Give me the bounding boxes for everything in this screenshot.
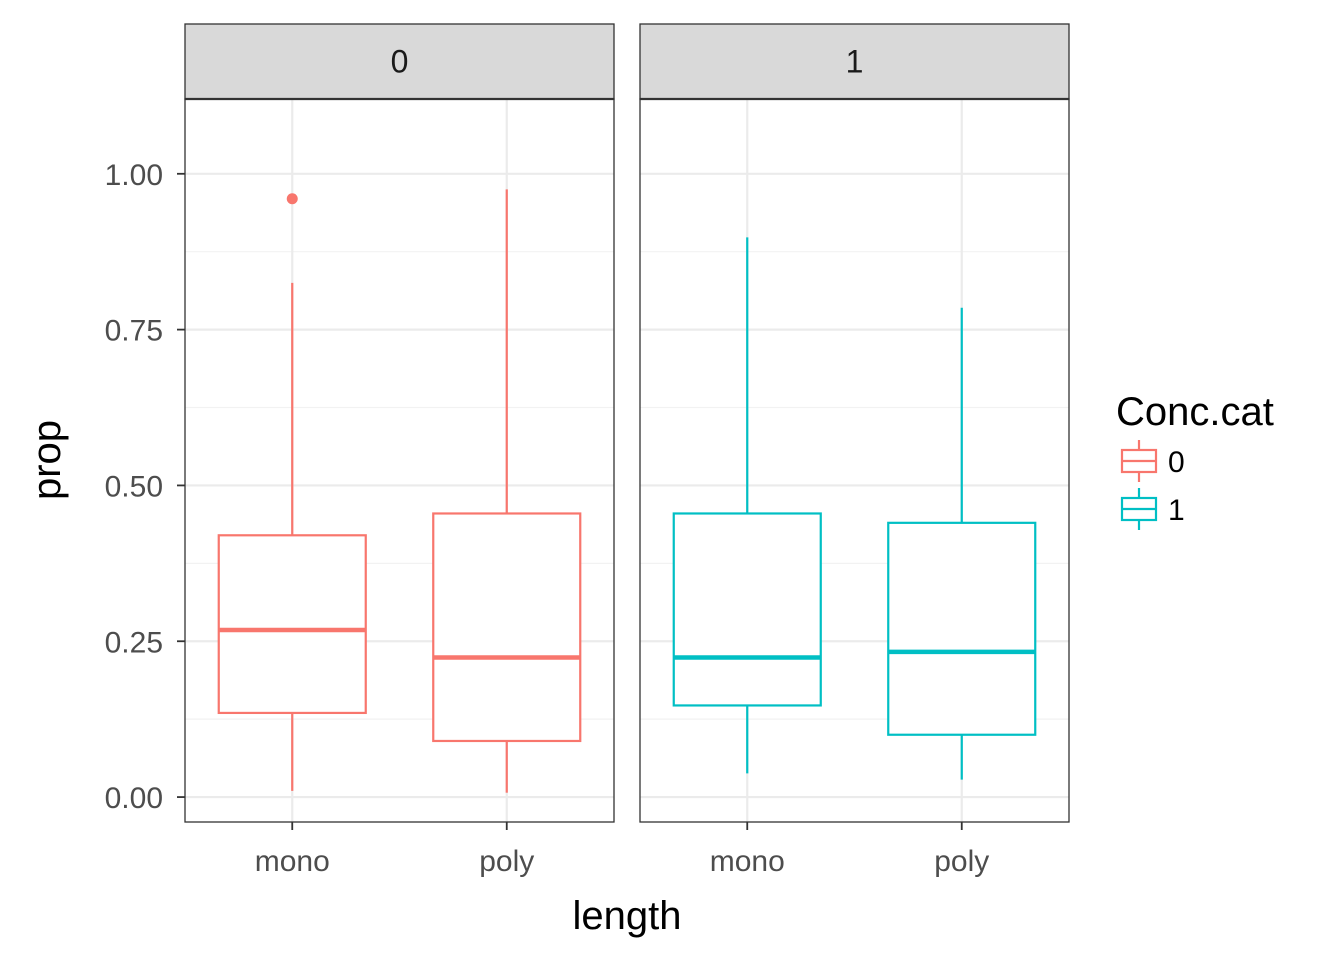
iqr-box <box>887 521 1037 736</box>
y-axis: 0.00 0.25 0.50 0.75 1.00 <box>105 159 185 815</box>
x-axis-title: length <box>573 894 682 938</box>
facet-strip <box>184 23 615 100</box>
y-tick-label: 0.75 <box>105 315 163 348</box>
facet-panel-0: 0 mono poly <box>184 23 615 878</box>
legend-entry-0: 0 <box>1120 440 1185 482</box>
facet-strip-label: 1 <box>846 44 864 80</box>
panels-layer: 0 mono poly 1 mono poly <box>184 23 1070 878</box>
x-tick-label: mono <box>710 845 785 878</box>
legend-entry-label: 1 <box>1168 494 1185 527</box>
iqr-box <box>217 534 367 715</box>
facet-strip-label: 0 <box>391 44 409 80</box>
box-0-mono <box>217 193 367 791</box>
y-tick-label: 0.00 <box>105 782 163 815</box>
box-0-poly <box>432 189 582 793</box>
box-1-poly <box>887 307 1037 780</box>
facet-panel-1: 1 mono poly <box>639 23 1070 878</box>
legend-entry-1: 1 <box>1120 488 1185 530</box>
x-tick-label: poly <box>479 845 534 878</box>
x-tick-label: mono <box>255 845 330 878</box>
y-tick-label: 0.25 <box>105 626 163 659</box>
iqr-box <box>432 512 582 743</box>
iqr-box <box>672 512 822 707</box>
legend-entry-label: 0 <box>1168 446 1185 479</box>
y-tick-label: 1.00 <box>105 159 163 192</box>
facet-strip <box>639 23 1070 100</box>
y-axis-title: prop <box>25 420 69 500</box>
legend-title: Conc.cat <box>1116 390 1274 434</box>
x-tick-label: poly <box>934 845 989 878</box>
outlier-point <box>286 193 298 205</box>
box-1-mono <box>672 237 822 774</box>
legend: Conc.cat 0 1 <box>1116 390 1274 530</box>
y-tick-label: 0.50 <box>105 470 163 503</box>
